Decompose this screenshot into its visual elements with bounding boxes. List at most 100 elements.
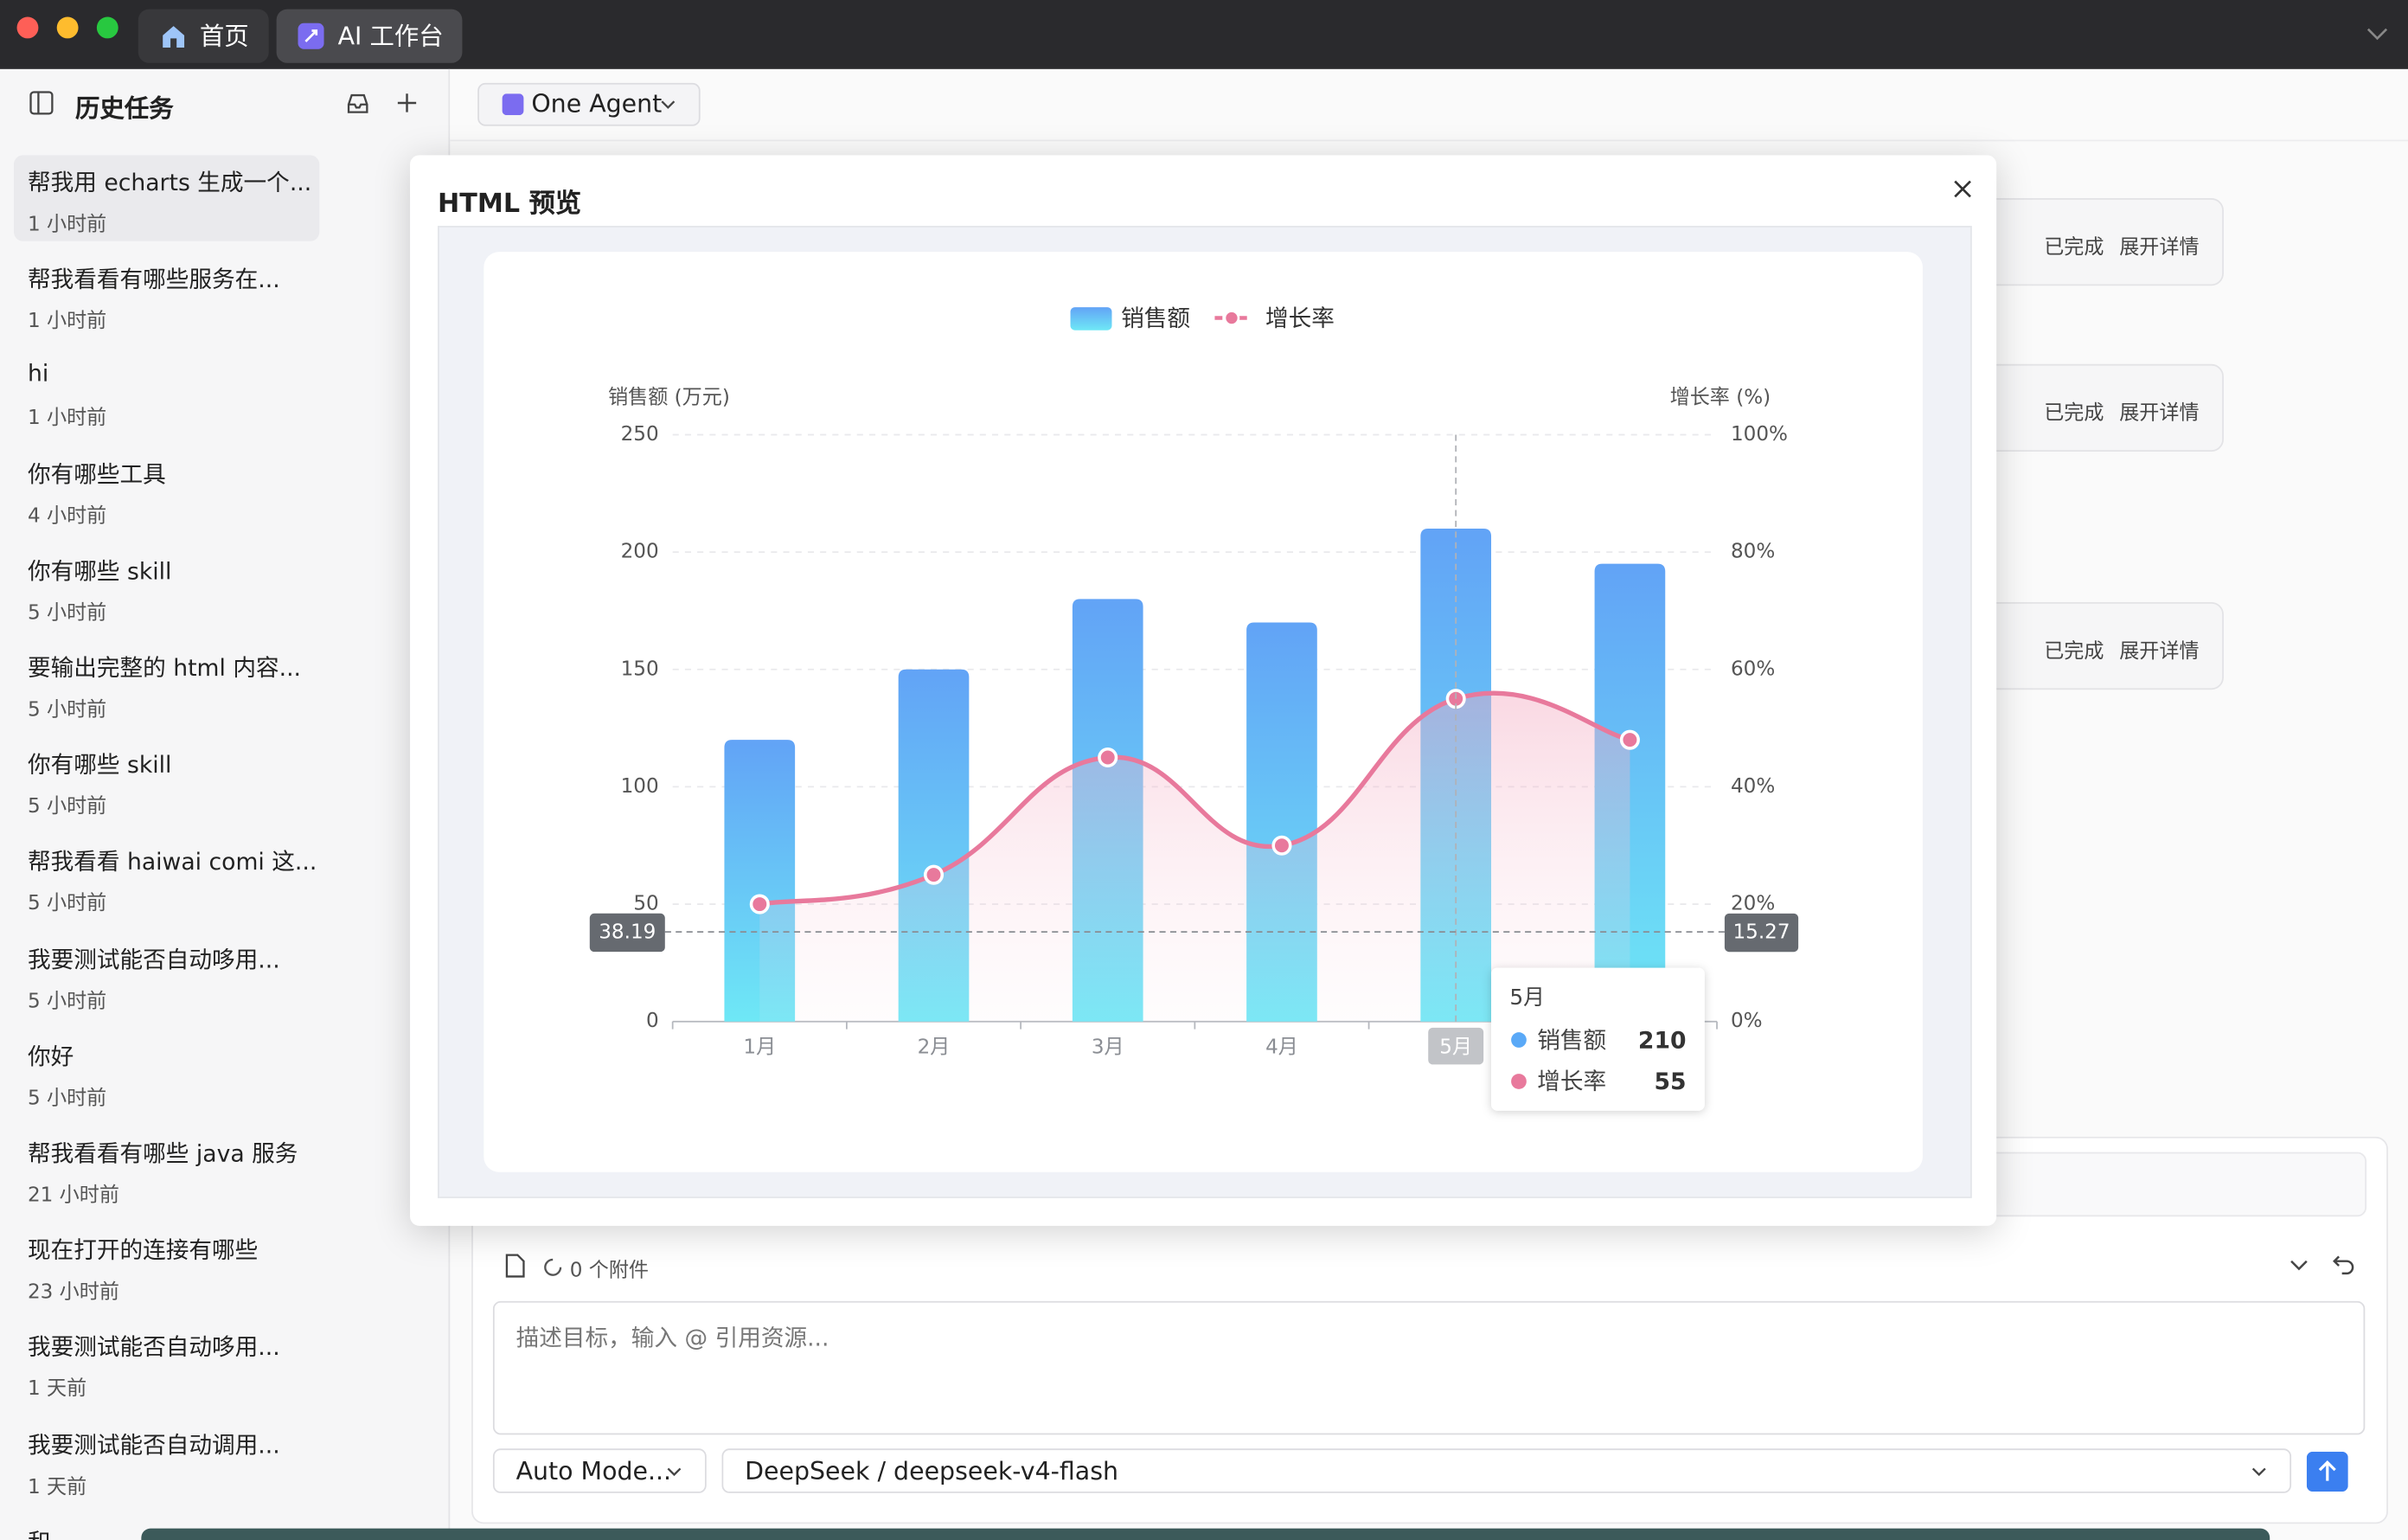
x-tick-label: 1月	[743, 1036, 776, 1058]
task-title: 要输出完整的 html 内容...	[27, 654, 302, 683]
task-item[interactable]: 你有哪些工具 4 小时前	[14, 446, 319, 532]
task-title: 你有哪些 skill	[27, 751, 172, 780]
model-select[interactable]: DeepSeek / deepseek-v4-flash	[721, 1448, 2292, 1493]
step-expand[interactable]: 展开详情	[2119, 402, 2200, 426]
task-item[interactable]: 现在打开的连接有哪些 23 小时前	[14, 1223, 319, 1309]
task-item[interactable]: 和	[14, 1514, 319, 1540]
tooltip-value: 55	[1654, 1068, 1686, 1095]
task-title: 帮我看看有哪些 java 服务	[27, 1139, 298, 1168]
y-tick-label: 250	[621, 423, 659, 446]
close-button[interactable]	[16, 16, 39, 39]
maximize-button[interactable]	[96, 16, 118, 39]
dropdown-icon[interactable]	[2365, 24, 2389, 42]
task-item[interactable]: 帮我看看有哪些 java 服务 21 小时前	[14, 1126, 319, 1211]
attachments[interactable]: 0 个附件	[569, 1259, 649, 1283]
home-icon	[163, 26, 185, 48]
task-time: 5 小时前	[27, 601, 107, 626]
tab[interactable]: 首页	[138, 9, 269, 63]
x-tick-label: 3月	[1092, 1036, 1124, 1058]
task-item[interactable]: 你好 5 小时前	[14, 1029, 319, 1114]
legend-swatch	[1070, 307, 1112, 330]
line-point	[1619, 729, 1640, 750]
chart-card: 销售额 (万元) 增长率 (%) 0 50 100 150 200 250 0% 20% 40% 60…	[484, 252, 1923, 1172]
chevron	[2251, 1467, 2266, 1477]
tooltip-name: 销售额	[1537, 1027, 1606, 1054]
line-area	[759, 693, 1630, 1022]
step-expand[interactable]: 展开详情	[2119, 236, 2200, 260]
pointer-label: 15.27	[1732, 921, 1790, 944]
inbox-icon[interactable]	[345, 91, 369, 115]
agent-icon	[502, 93, 524, 116]
y2-tick-label: 40%	[1731, 775, 1775, 798]
task-item[interactable]: 我要测试能否自动调用... 1 天前	[14, 1417, 319, 1503]
task-title: 我要测试能否自动哆用...	[27, 1333, 280, 1362]
legend: 销售额 增长率	[1070, 305, 1335, 332]
task-item[interactable]: 你有哪些 skill 5 小时前	[14, 738, 319, 824]
task-time: 4 小时前	[27, 504, 107, 529]
y-tick-label: 100	[621, 775, 659, 798]
y-tick-label: 150	[621, 658, 659, 680]
task-item[interactable]: 帮我用 echarts 生成一个... 1 小时前	[13, 155, 320, 241]
step-expand[interactable]: 展开详情	[2119, 640, 2200, 664]
prompt-input[interactable]: 描述目标，输入 @ 引用资源...	[492, 1300, 2366, 1435]
task-item[interactable]: hi 1 小时前	[14, 350, 319, 435]
agent-selector[interactable]: One Agent	[477, 82, 701, 126]
task-title: 你有哪些工具	[27, 459, 166, 488]
task-item[interactable]: 你有哪些 skill 5 小时前	[14, 543, 319, 629]
close-modal[interactable]	[1953, 180, 1971, 198]
tab[interactable]: AI 工作台	[276, 9, 463, 63]
task-title: 你有哪些 skill	[27, 557, 172, 586]
collapse-icon[interactable]	[29, 91, 54, 115]
task-time: 1 小时前	[27, 213, 107, 237]
y-tick-label: 50	[633, 893, 658, 915]
ai-icon	[298, 22, 324, 49]
tooltip-value: 210	[1638, 1027, 1687, 1054]
x-tick-label: 2月	[918, 1036, 951, 1058]
mode-label: Auto Mode...	[516, 1456, 672, 1485]
pointer-label-box	[589, 913, 665, 953]
y2-axis-title: 增长率 (%)	[1670, 386, 1771, 408]
task-item[interactable]: 我要测试能否自动哆用... 1 天前	[14, 1320, 319, 1406]
task-item[interactable]: 帮我看看 haiwai comi 这... 5 小时前	[14, 835, 319, 921]
task-time: 1 小时前	[27, 407, 107, 431]
x-label-highlight	[1428, 1027, 1484, 1065]
tab-label: 首页	[199, 21, 249, 51]
tooltip-title: 5月	[1509, 985, 1545, 1010]
y2-tick-label: 20%	[1731, 893, 1775, 915]
undo-icon[interactable]	[2331, 1254, 2355, 1275]
task-time: 5 小时前	[27, 796, 107, 819]
window-controls	[16, 16, 118, 39]
line-point	[749, 894, 770, 914]
model-label: DeepSeek / deepseek-v4-flash	[745, 1456, 1119, 1485]
send-button[interactable]	[2306, 1451, 2348, 1492]
task-time: 5 小时前	[27, 990, 107, 1014]
step-status: 已完成	[2044, 640, 2104, 664]
task-item[interactable]: 要输出完整的 html 内容... 5 小时前	[14, 640, 319, 726]
mode-select[interactable]: Auto Mode...	[492, 1448, 707, 1493]
task-item[interactable]: 我要测试能否自动哆用... 5 小时前	[14, 932, 319, 1017]
dock-strip	[141, 1528, 2270, 1540]
legend-marker	[1223, 310, 1240, 326]
step-status: 已完成	[2044, 236, 2104, 260]
task-title: 你好	[27, 1043, 74, 1071]
task-item[interactable]: 帮我看看有哪些服务在... 1 小时前	[14, 253, 319, 338]
y-axis-title: 销售额 (万元)	[608, 386, 730, 408]
task-title: 帮我看看 haiwai comi 这...	[27, 848, 317, 876]
y-tick-label: 0	[646, 1010, 659, 1032]
task-title: 我要测试能否自动哆用...	[27, 945, 280, 973]
task-time: 1 天前	[27, 1378, 87, 1402]
sidebar-title: 历史任务	[74, 93, 174, 124]
task-title: 帮我用 echarts 生成一个...	[27, 169, 312, 197]
new-task-icon[interactable]	[394, 91, 419, 115]
title-bar: 首页 AI 工作台	[0, 0, 2408, 69]
task-time: 21 小时前	[27, 1184, 119, 1208]
y2-tick-label: 0%	[1731, 1010, 1763, 1032]
minimize-button[interactable]	[56, 16, 79, 39]
collapse-chevron[interactable]	[2289, 1258, 2310, 1274]
legend-label: 销售额	[1121, 305, 1190, 332]
preview-frame: 销售额 (万元) 增长率 (%) 0 50 100 150 200 250 0% 20% 40% 60…	[438, 225, 1972, 1198]
file-icon[interactable]	[503, 1254, 525, 1278]
